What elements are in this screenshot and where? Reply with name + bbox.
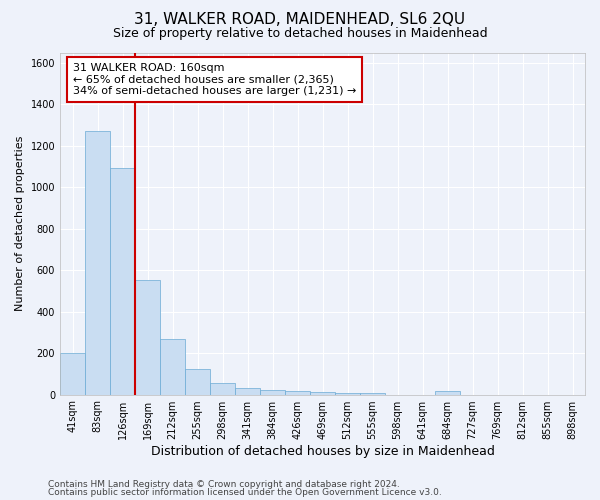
Bar bbox=[210, 382, 235, 394]
Y-axis label: Number of detached properties: Number of detached properties bbox=[15, 136, 25, 311]
Bar bbox=[335, 392, 360, 394]
Bar bbox=[235, 388, 260, 394]
Bar bbox=[435, 391, 460, 394]
Bar bbox=[135, 280, 160, 394]
Text: 31 WALKER ROAD: 160sqm
← 65% of detached houses are smaller (2,365)
34% of semi-: 31 WALKER ROAD: 160sqm ← 65% of detached… bbox=[73, 63, 356, 96]
Bar bbox=[260, 390, 285, 394]
Bar bbox=[60, 353, 85, 395]
Text: 31, WALKER ROAD, MAIDENHEAD, SL6 2QU: 31, WALKER ROAD, MAIDENHEAD, SL6 2QU bbox=[134, 12, 466, 28]
Text: Contains HM Land Registry data © Crown copyright and database right 2024.: Contains HM Land Registry data © Crown c… bbox=[48, 480, 400, 489]
Bar bbox=[360, 392, 385, 394]
Bar bbox=[185, 368, 210, 394]
Bar bbox=[310, 392, 335, 394]
Bar bbox=[285, 392, 310, 394]
Bar bbox=[110, 168, 135, 394]
X-axis label: Distribution of detached houses by size in Maidenhead: Distribution of detached houses by size … bbox=[151, 444, 494, 458]
Text: Size of property relative to detached houses in Maidenhead: Size of property relative to detached ho… bbox=[113, 28, 487, 40]
Text: Contains public sector information licensed under the Open Government Licence v3: Contains public sector information licen… bbox=[48, 488, 442, 497]
Bar bbox=[85, 132, 110, 394]
Bar bbox=[160, 338, 185, 394]
